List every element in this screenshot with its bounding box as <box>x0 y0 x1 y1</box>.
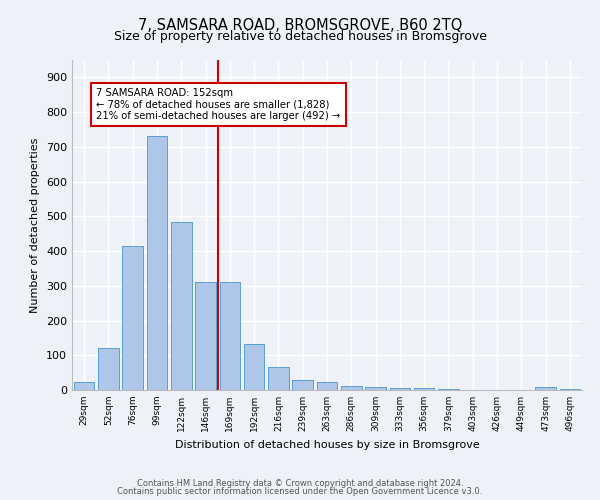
Bar <box>220 282 240 390</box>
Text: Contains HM Land Registry data © Crown copyright and database right 2024.: Contains HM Land Registry data © Crown c… <box>137 478 463 488</box>
Bar <box>74 382 94 390</box>
Bar <box>341 386 362 390</box>
Text: 7 SAMSARA ROAD: 152sqm
← 78% of detached houses are smaller (1,828)
21% of semi-: 7 SAMSARA ROAD: 152sqm ← 78% of detached… <box>96 88 341 121</box>
Bar <box>535 387 556 390</box>
Y-axis label: Number of detached properties: Number of detached properties <box>31 138 40 312</box>
Bar <box>122 246 143 390</box>
Bar <box>146 136 167 390</box>
Bar <box>414 388 434 390</box>
Bar <box>98 348 119 390</box>
Bar <box>244 344 265 390</box>
Bar <box>317 382 337 390</box>
Bar <box>171 222 191 390</box>
X-axis label: Distribution of detached houses by size in Bromsgrove: Distribution of detached houses by size … <box>175 440 479 450</box>
Text: Size of property relative to detached houses in Bromsgrove: Size of property relative to detached ho… <box>113 30 487 43</box>
Bar <box>365 386 386 390</box>
Bar <box>292 380 313 390</box>
Text: 7, SAMSARA ROAD, BROMSGROVE, B60 2TQ: 7, SAMSARA ROAD, BROMSGROVE, B60 2TQ <box>138 18 462 32</box>
Bar <box>268 368 289 390</box>
Text: Contains public sector information licensed under the Open Government Licence v3: Contains public sector information licen… <box>118 487 482 496</box>
Bar <box>195 282 216 390</box>
Bar <box>389 388 410 390</box>
